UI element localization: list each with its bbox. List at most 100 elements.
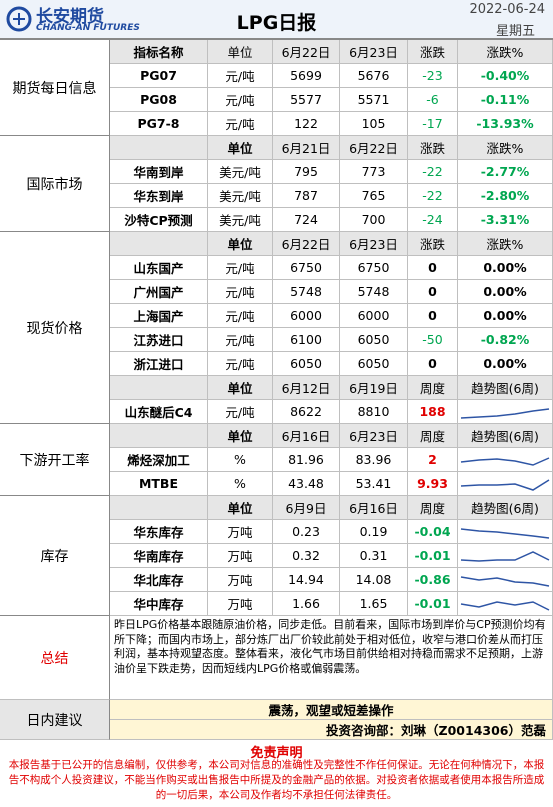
cell: 0.19: [340, 520, 408, 544]
cell: 元/吨: [208, 328, 273, 352]
cell: 188: [408, 400, 458, 424]
cell: 元/吨: [208, 304, 273, 328]
cell: 0.00%: [458, 256, 553, 280]
column-header: 6月16日: [340, 496, 408, 520]
cell: 0.31: [340, 544, 408, 568]
column-header: 涨跌%: [458, 232, 553, 256]
row-label: 浙江进口: [110, 352, 208, 376]
company: 长安期货: [36, 7, 104, 27]
cell: -3.31%: [458, 208, 553, 232]
row-label: 烯烃深加工: [110, 448, 208, 472]
cell: 2: [408, 448, 458, 472]
cell: 105: [340, 112, 408, 136]
cell: 万吨: [208, 520, 273, 544]
column-header: 6月19日: [340, 376, 408, 400]
cell: 6750: [273, 256, 340, 280]
summary-text: 昨日LPG价格基本跟随原油价格，同步走低。目前看来，国际市场到岸价与CP预测价均…: [110, 616, 553, 700]
row-label: PG7-8: [110, 112, 208, 136]
cell: -2.80%: [458, 184, 553, 208]
row-label: 山东醚后C4: [110, 400, 208, 424]
cell: 万吨: [208, 568, 273, 592]
column-header: 周度: [408, 496, 458, 520]
row-label: PG07: [110, 64, 208, 88]
section-label: 国际市场: [0, 136, 110, 232]
row-label: 华中库存: [110, 592, 208, 616]
cell: -0.40%: [458, 64, 553, 88]
cell: 0: [408, 280, 458, 304]
row-label: 华东到岸: [110, 184, 208, 208]
cell: -23: [408, 64, 458, 88]
cell: 0.32: [273, 544, 340, 568]
sparkline: [460, 407, 550, 419]
row-label: PG08: [110, 88, 208, 112]
cell: 8810: [340, 400, 408, 424]
cell: 元/吨: [208, 64, 273, 88]
cell: 43.48: [273, 472, 340, 496]
cell: -2.77%: [458, 160, 553, 184]
row-label: 江苏进口: [110, 328, 208, 352]
cell: 0.00%: [458, 280, 553, 304]
cell: 1.65: [340, 592, 408, 616]
row-label: 华南库存: [110, 544, 208, 568]
cell: 0.00%: [458, 304, 553, 328]
cell: 787: [273, 184, 340, 208]
cell: 5577: [273, 88, 340, 112]
cell: -24: [408, 208, 458, 232]
cell: 美元/吨: [208, 208, 273, 232]
cell: 0.00%: [458, 352, 553, 376]
advice-line: 震荡，观望或短差操作: [110, 700, 553, 720]
cell: 6000: [340, 304, 408, 328]
trend-cell: [458, 592, 553, 616]
cell: 6050: [340, 328, 408, 352]
cell: %: [208, 448, 273, 472]
cell: 6050: [340, 352, 408, 376]
trend-cell: [458, 472, 553, 496]
column-header: [110, 376, 208, 400]
title: LPG日报: [236, 12, 317, 34]
column-header: 单位: [208, 424, 273, 448]
summary-label: 总结: [0, 616, 110, 700]
column-header: 6月22日: [273, 232, 340, 256]
cell: -22: [408, 184, 458, 208]
cell: 万吨: [208, 544, 273, 568]
cell: 元/吨: [208, 256, 273, 280]
sparkline: [460, 527, 550, 539]
column-header: 单位: [208, 136, 273, 160]
cell: -22: [408, 160, 458, 184]
cell: -0.11%: [458, 88, 553, 112]
advice-label: 日内建议: [0, 700, 110, 740]
cell: -17: [408, 112, 458, 136]
column-header: 单位: [208, 40, 273, 64]
sparkline: [460, 550, 550, 562]
cell: 81.96: [273, 448, 340, 472]
sparkline: [460, 456, 550, 466]
column-header: 6月21日: [273, 136, 340, 160]
trend-cell: [458, 448, 553, 472]
column-header: 周度: [408, 376, 458, 400]
column-header: 周度: [408, 424, 458, 448]
cell: 0: [408, 304, 458, 328]
cell: 765: [340, 184, 408, 208]
cell: 83.96: [340, 448, 408, 472]
company-en: CHANG-AN FUTURES: [36, 23, 140, 33]
column-header: [110, 232, 208, 256]
sparkline: [460, 575, 550, 587]
cell: 元/吨: [208, 352, 273, 376]
header-bar: 长安期货 CHANG-AN FUTURES LPG日报 2022-06-24 星…: [0, 0, 553, 40]
cell: 6000: [273, 304, 340, 328]
disclaimer-text: 本报告基于已公开的信息编制，仅供参考，本公司对信息的准确性及完整性不作任何保证。…: [8, 759, 545, 801]
trend-cell: [458, 568, 553, 592]
disclaimer-title: 免责声明: [250, 746, 303, 761]
column-header: 涨跌%: [458, 40, 553, 64]
cell: 53.41: [340, 472, 408, 496]
cell: 0: [408, 256, 458, 280]
cell: 6050: [273, 352, 340, 376]
cell: 14.94: [273, 568, 340, 592]
cell: 795: [273, 160, 340, 184]
cell: 9.93: [408, 472, 458, 496]
cell: 美元/吨: [208, 184, 273, 208]
weekday: 星期五: [495, 24, 535, 39]
column-header: 6月22日: [273, 40, 340, 64]
cell: 5571: [340, 88, 408, 112]
cell: 5676: [340, 64, 408, 88]
